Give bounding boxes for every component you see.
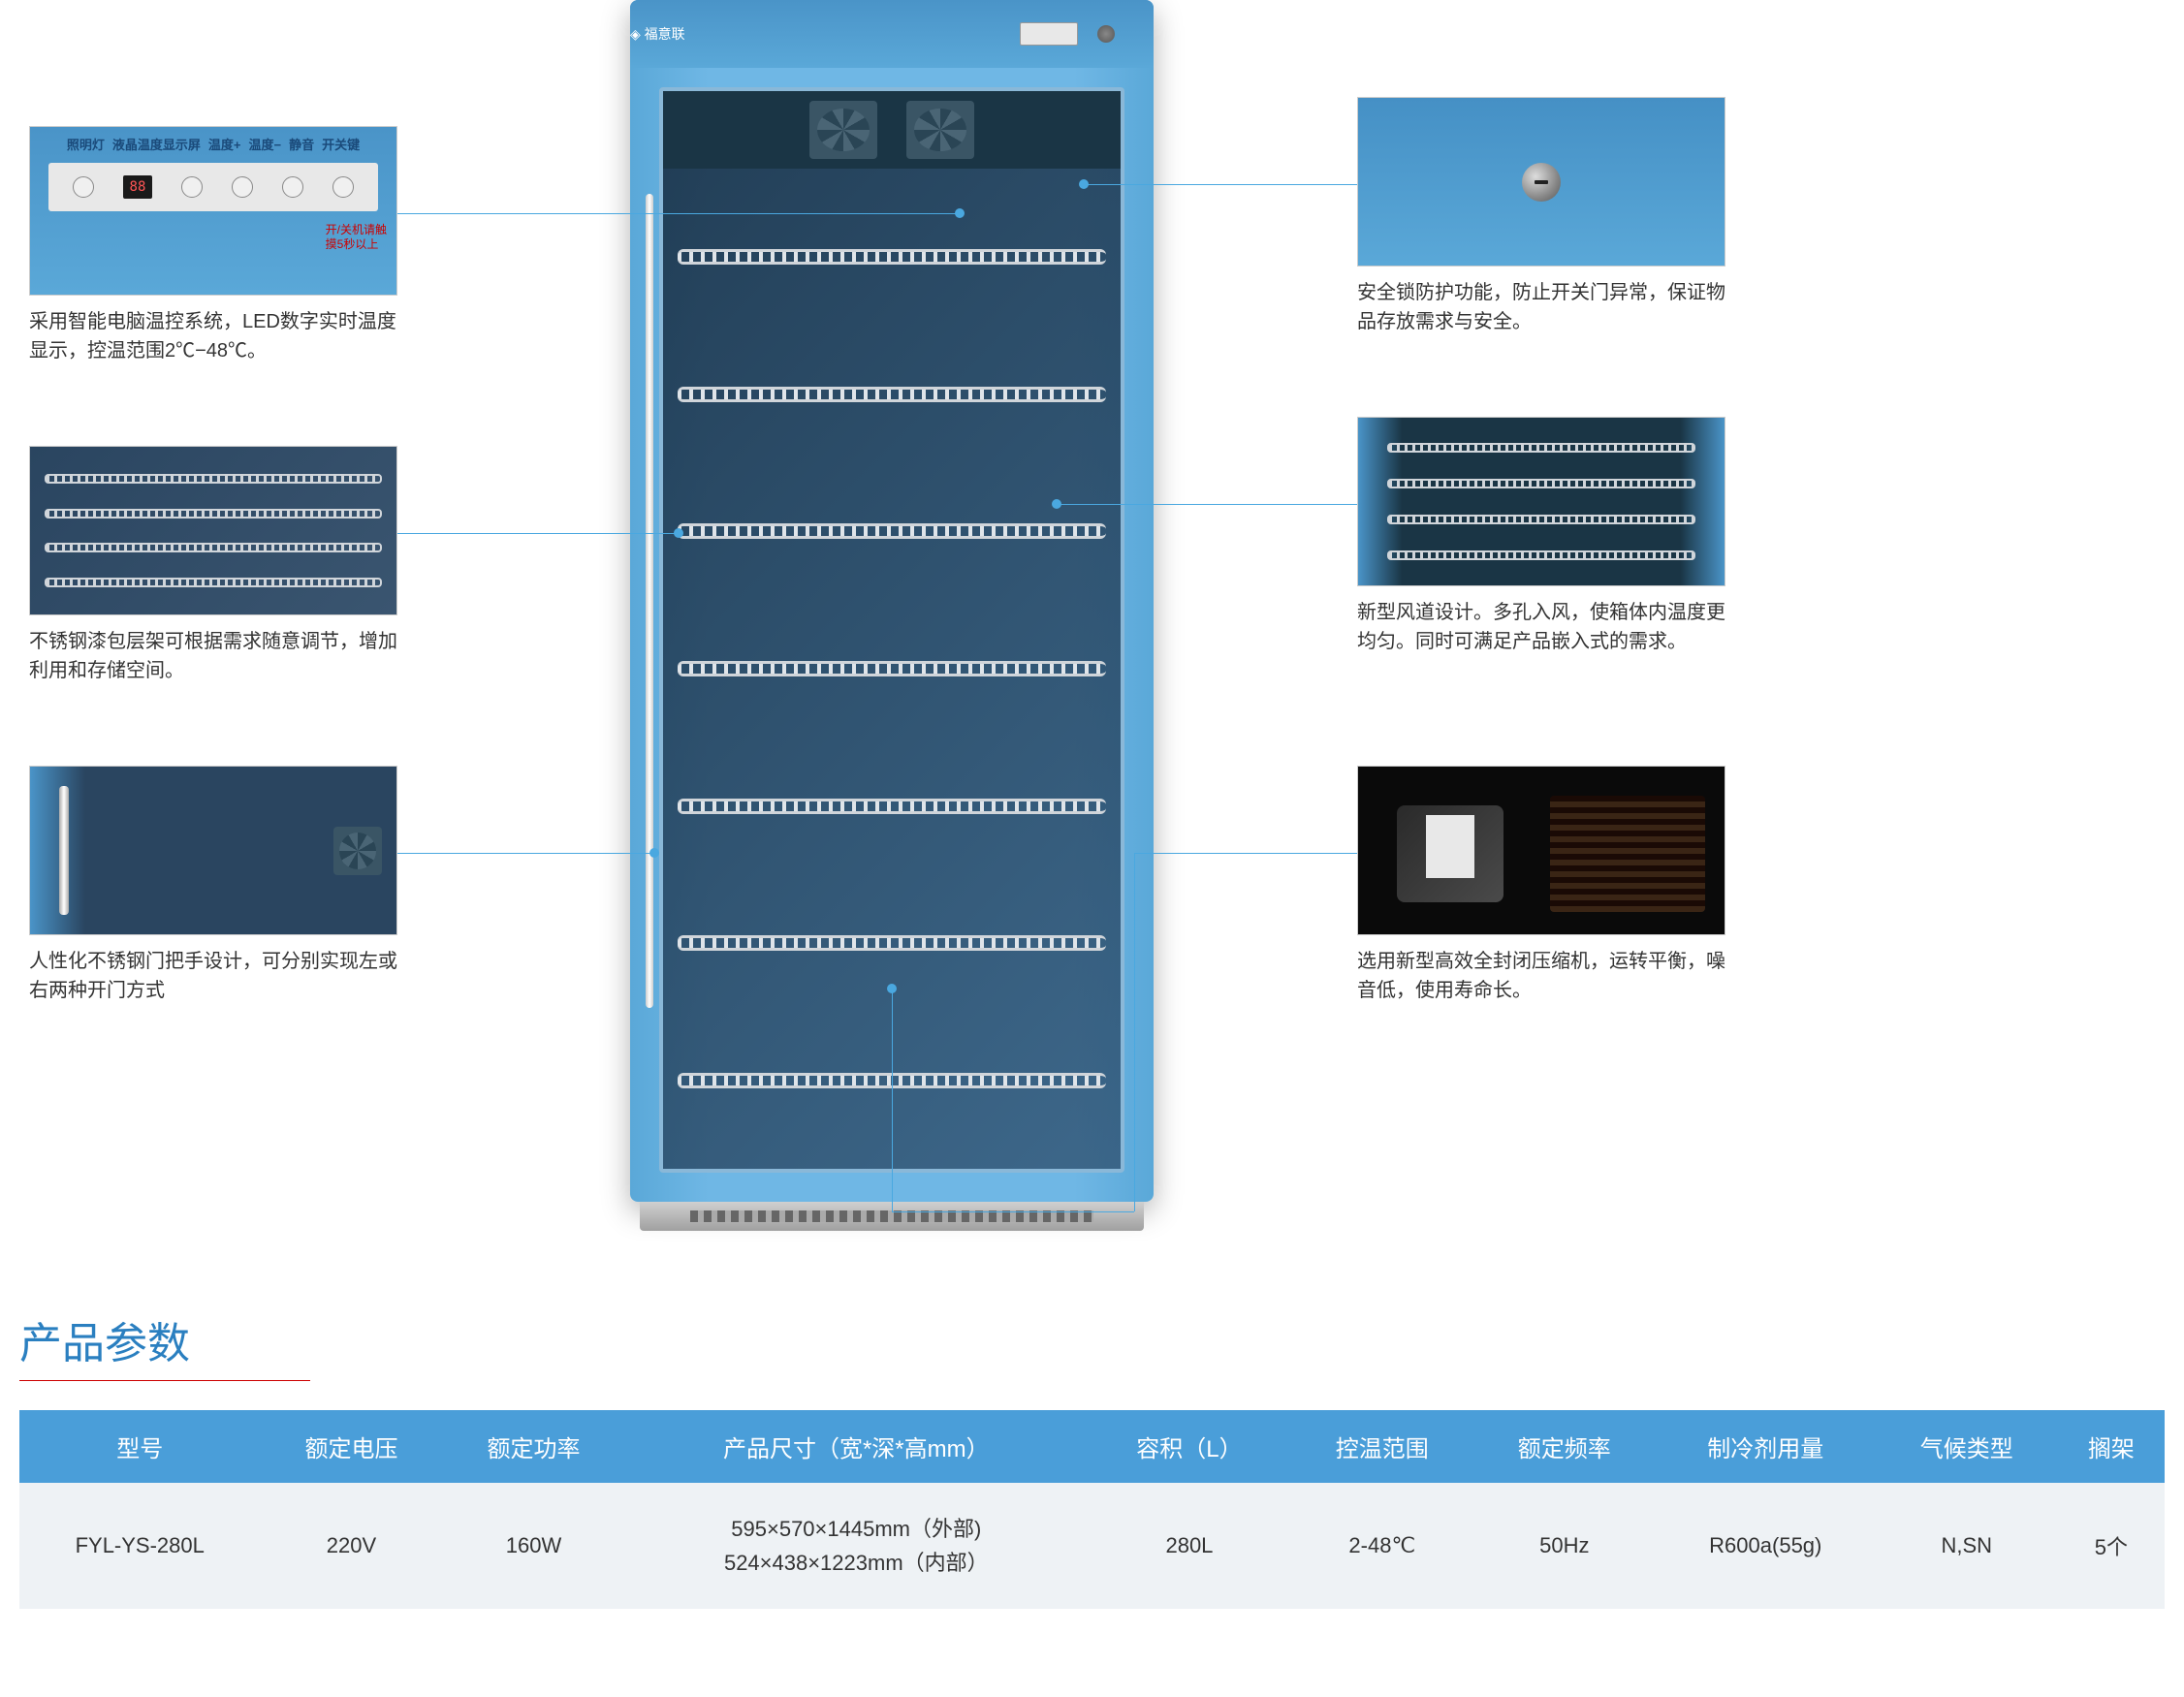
feature-text: 安全锁防护功能，防止开关门异常，保证物品存放需求与安全。 (1357, 278, 1725, 336)
feature-text: 采用智能电脑温控系统，LED数字实时温度显示，控温范围2℃−48℃。 (29, 307, 397, 365)
shelf (678, 661, 1106, 676)
feature-image-panel: 照明灯液晶温度显示屏温度+ 温度− 静音开关键 88 开/关机请触 摸5秒以上 (29, 126, 397, 296)
callout-dot (887, 984, 897, 993)
callout-line (397, 213, 960, 214)
callout-line (892, 989, 893, 1211)
feature-image-airflow (1357, 417, 1725, 586)
spec-cell-power: 160W (442, 1483, 624, 1609)
hint-text: 开/关机请触 (326, 223, 387, 236)
brand-logo: ◈ 福意联 (630, 24, 685, 44)
spec-header-cell: 容积（L） (1088, 1410, 1291, 1483)
shelf (678, 249, 1106, 265)
spec-row: FYL-YS-280L 220V 160W 595×570×1445mm（外部)… (19, 1483, 2165, 1609)
title-underline (19, 1380, 310, 1381)
feature-airflow: 新型风道设计。多孔入风，使箱体内温度更均匀。同时可满足产品嵌入式的需求。 (1357, 417, 1725, 656)
feature-image-lock (1357, 97, 1725, 267)
hint-text: 摸5秒以上 (326, 237, 387, 251)
callout-dot (674, 528, 683, 538)
feature-text: 选用新型高效全封闭压缩机，运转平衡，噪音低，使用寿命长。 (1357, 947, 1725, 1005)
panel-label: 温度+ (208, 135, 241, 153)
control-display (1020, 22, 1078, 46)
feature-handle: 人性化不锈钢门把手设计，可分别实现左或右两种开门方式 (29, 766, 397, 1005)
dim-outer: 595×570×1445mm（外部) (635, 1512, 1079, 1546)
feature-image-compressor (1357, 766, 1725, 935)
shelf (678, 799, 1106, 814)
spec-header-cell: 额定功率 (442, 1410, 624, 1483)
callout-dot (649, 848, 659, 858)
lock-keyhole (1097, 25, 1115, 43)
spec-header-cell: 控温范围 (1291, 1410, 1473, 1483)
spec-header-cell: 额定电压 (260, 1410, 442, 1483)
spec-cell-model: FYL-YS-280L (19, 1483, 260, 1609)
dim-inner: 524×438×1223mm（内部） (635, 1546, 1079, 1580)
panel-label: 液晶温度显示屏 (112, 135, 201, 153)
panel-label: 静音 (289, 135, 314, 153)
shelf (678, 387, 1106, 402)
spec-cell-frequency: 50Hz (1473, 1483, 1656, 1609)
spec-header-cell: 型号 (19, 1410, 260, 1483)
callout-line (1134, 853, 1357, 854)
spec-title: 产品参数 (19, 1308, 2165, 1370)
spec-cell-capacity: 280L (1088, 1483, 1291, 1609)
spec-header-cell: 额定频率 (1473, 1410, 1656, 1483)
spec-cell-refrigerant: R600a(55g) (1656, 1483, 1876, 1609)
callout-dot (955, 208, 965, 218)
callout-line (1057, 504, 1357, 505)
door-handle (646, 194, 653, 1008)
spec-header-cell: 产品尺寸（宽*深*高mm） (625, 1410, 1089, 1483)
feature-text: 人性化不锈钢门把手设计，可分别实现左或右两种开门方式 (29, 947, 397, 1005)
panel-label: 开关键 (322, 135, 360, 153)
feature-lock: 安全锁防护功能，防止开关门异常，保证物品存放需求与安全。 (1357, 97, 1725, 336)
led-display: 88 (123, 175, 152, 199)
spec-header-cell: 搁架 (2058, 1410, 2165, 1483)
callout-line (397, 533, 679, 534)
panel-label: 温度− (249, 135, 282, 153)
feature-image-handle (29, 766, 397, 935)
feature-control-panel: 照明灯液晶温度显示屏温度+ 温度− 静音开关键 88 开/关机请触 摸5秒以上 采用… (29, 126, 397, 365)
panel-label: 照明灯 (67, 135, 105, 153)
fan-icon (906, 101, 974, 159)
shelf (678, 935, 1106, 951)
spec-cell-voltage: 220V (260, 1483, 442, 1609)
callout-dot (1052, 499, 1061, 509)
callout-line (892, 1211, 1134, 1212)
spec-cell-temp: 2-48℃ (1291, 1483, 1473, 1609)
feature-image-shelves (29, 446, 397, 615)
product-infographic: ◈ 福意联 照明灯液晶温度显示屏温度+ 温度− 静音开关键 88 (0, 0, 2184, 1697)
feature-text: 不锈钢漆包层架可根据需求随意调节，增加利用和存储空间。 (29, 627, 397, 685)
spec-header-cell: 气候类型 (1876, 1410, 2058, 1483)
callout-line (1084, 184, 1357, 185)
callout-dot (1079, 179, 1089, 189)
spec-header-cell: 制冷剂用量 (1656, 1410, 1876, 1483)
shelf (678, 523, 1106, 539)
spec-table: 型号额定电压额定功率产品尺寸（宽*深*高mm）容积（L）控温范围额定频率制冷剂用… (19, 1410, 2165, 1609)
feature-compressor: 选用新型高效全封闭压缩机，运转平衡，噪音低，使用寿命长。 (1357, 766, 1725, 1005)
feature-shelves: 不锈钢漆包层架可根据需求随意调节，增加利用和存储空间。 (29, 446, 397, 685)
feature-text: 新型风道设计。多孔入风，使箱体内温度更均匀。同时可满足产品嵌入式的需求。 (1357, 598, 1725, 656)
spec-section: 产品参数 型号额定电压额定功率产品尺寸（宽*深*高mm）容积（L）控温范围额定频… (19, 1308, 2165, 1609)
spec-cell-climate: N,SN (1876, 1483, 2058, 1609)
fan-icon (809, 101, 877, 159)
callout-line (1134, 853, 1135, 1211)
spec-cell-shelves: 5个 (2058, 1483, 2165, 1609)
callout-line (397, 853, 654, 854)
spec-cell-dimensions: 595×570×1445mm（外部) 524×438×1223mm（内部） (625, 1483, 1089, 1609)
